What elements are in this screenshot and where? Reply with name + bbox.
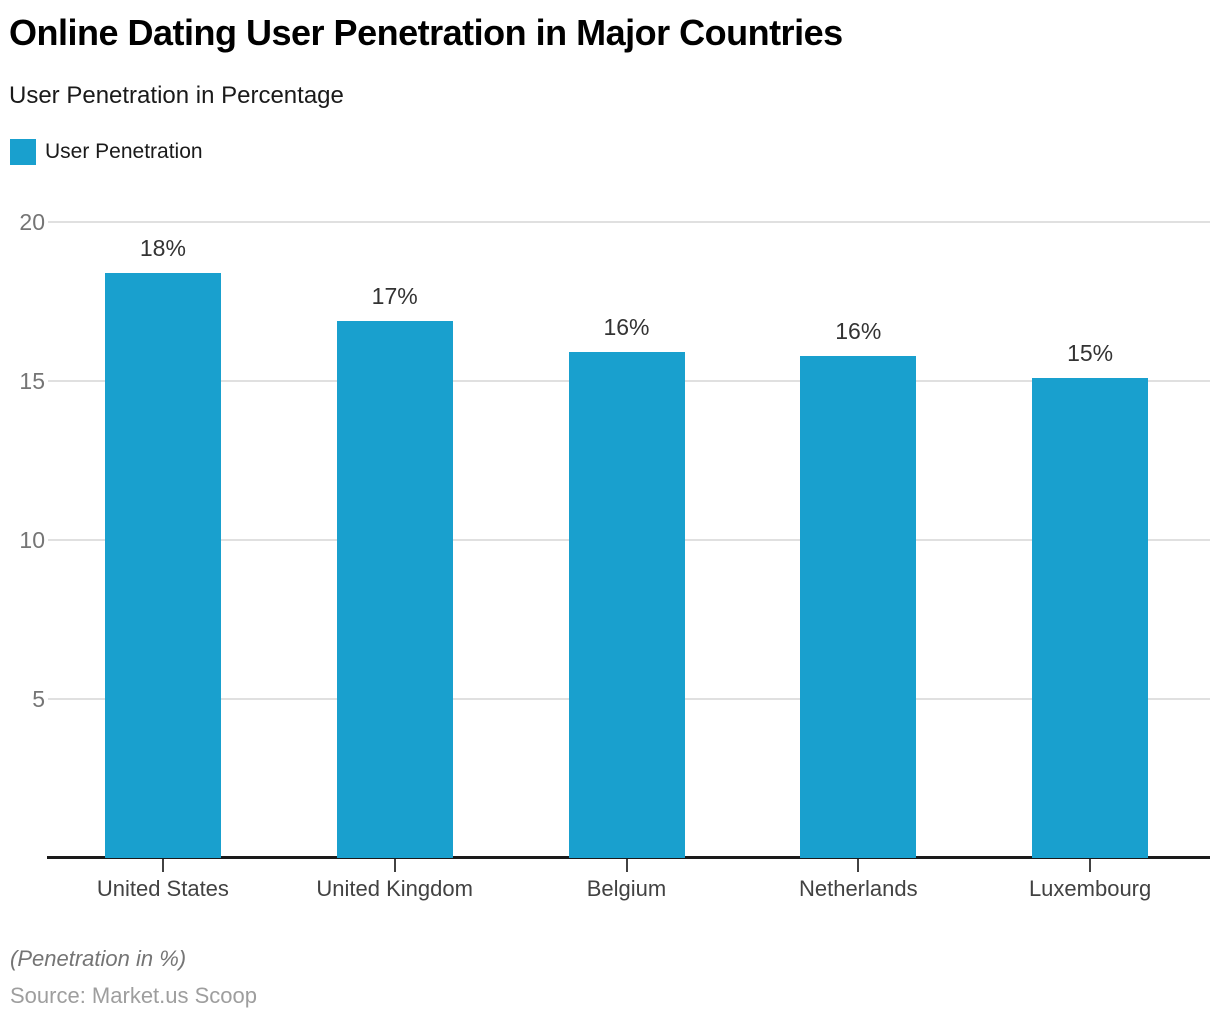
bar-netherlands: [800, 355, 917, 858]
x-axis-tick-4: [857, 859, 860, 872]
y-tick-label-5: 5: [32, 686, 45, 712]
bar-value-label-united-kingdom: 17%: [371, 282, 418, 309]
bar-united-states: [104, 272, 221, 858]
bar-united-kingdom: [336, 320, 453, 858]
gridline-y-20: [48, 221, 1210, 223]
chart-subtitle: User Penetration in Percentage: [9, 82, 344, 109]
bar-belgium: [568, 352, 685, 858]
y-tick-label-15: 15: [19, 368, 45, 394]
bar-value-label-luxembourg: 15%: [1067, 339, 1114, 366]
footer-source: Source: Market.us Scoop: [10, 983, 258, 1008]
y-tick-label-10: 10: [19, 527, 45, 553]
x-axis-tick-3: [625, 859, 628, 872]
x-tick-label-united-kingdom: United Kingdom: [316, 876, 473, 901]
x-tick-label-belgium: Belgium: [586, 876, 667, 901]
y-tick-label-20: 20: [19, 209, 45, 235]
footer-note: (Penetration in %): [10, 946, 187, 971]
bar-luxembourg: [1032, 377, 1149, 858]
x-tick-label-luxembourg: Luxembourg: [1028, 876, 1152, 901]
legend: User Penetration: [10, 139, 203, 165]
bar-value-label-netherlands: 16%: [835, 317, 882, 344]
bar-value-label-belgium: 16%: [603, 314, 650, 341]
legend-label: User Penetration: [45, 140, 203, 163]
x-axis-tick-1: [161, 859, 164, 872]
x-tick-label-united-states: United States: [96, 876, 229, 901]
x-axis-tick-2: [393, 859, 396, 872]
bar-value-label-united-states: 18%: [139, 234, 186, 261]
legend-swatch-icon: [10, 139, 36, 165]
x-axis-tick-5: [1089, 859, 1092, 872]
x-tick-label-netherlands: Netherlands: [798, 876, 918, 901]
chart-title: Online Dating User Penetration in Major …: [9, 12, 843, 53]
